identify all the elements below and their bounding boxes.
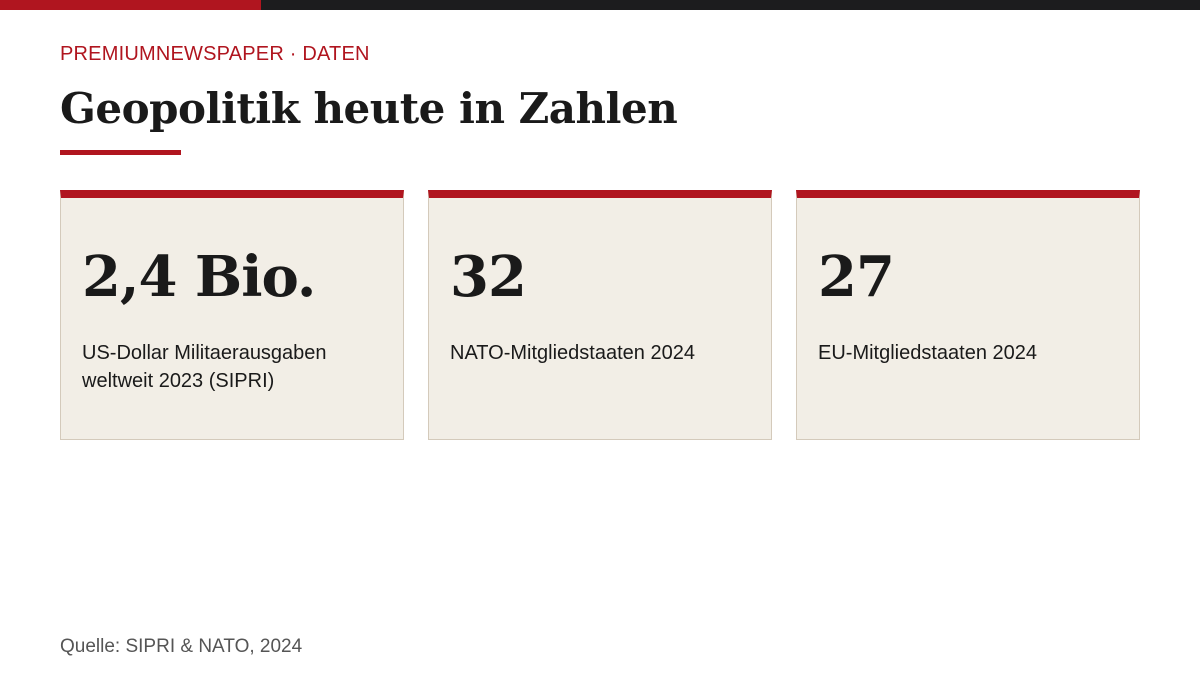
stat-label: US-Dollar Militaerausgaben weltweit 2023… xyxy=(82,342,327,392)
stat-card: 27 EU-Mitgliedstaaten 2024 xyxy=(796,190,1140,440)
page-title: Geopolitik heute in Zahlen xyxy=(60,84,678,133)
stat-value: 2,4 Bio. xyxy=(82,244,316,310)
stat-card: 2,4 Bio. US-Dollar Militaerausgaben welt… xyxy=(60,190,404,440)
stat-card: 32 NATO-Mitgliedstaaten 2024 xyxy=(428,190,772,440)
stat-label: EU-Mitgliedstaaten 2024 xyxy=(818,342,1038,364)
top-bar-accent xyxy=(0,0,261,10)
stat-value: 32 xyxy=(450,244,527,310)
stat-value: 27 xyxy=(818,244,895,310)
stat-label: NATO-Mitgliedstaaten 2024 xyxy=(450,342,695,364)
title-rule xyxy=(60,150,181,155)
kicker: PREMIUMNEWSPAPER · DATEN xyxy=(60,43,370,65)
source-note: Quelle: SIPRI & NATO, 2024 xyxy=(60,636,303,657)
top-bar xyxy=(0,0,1200,10)
